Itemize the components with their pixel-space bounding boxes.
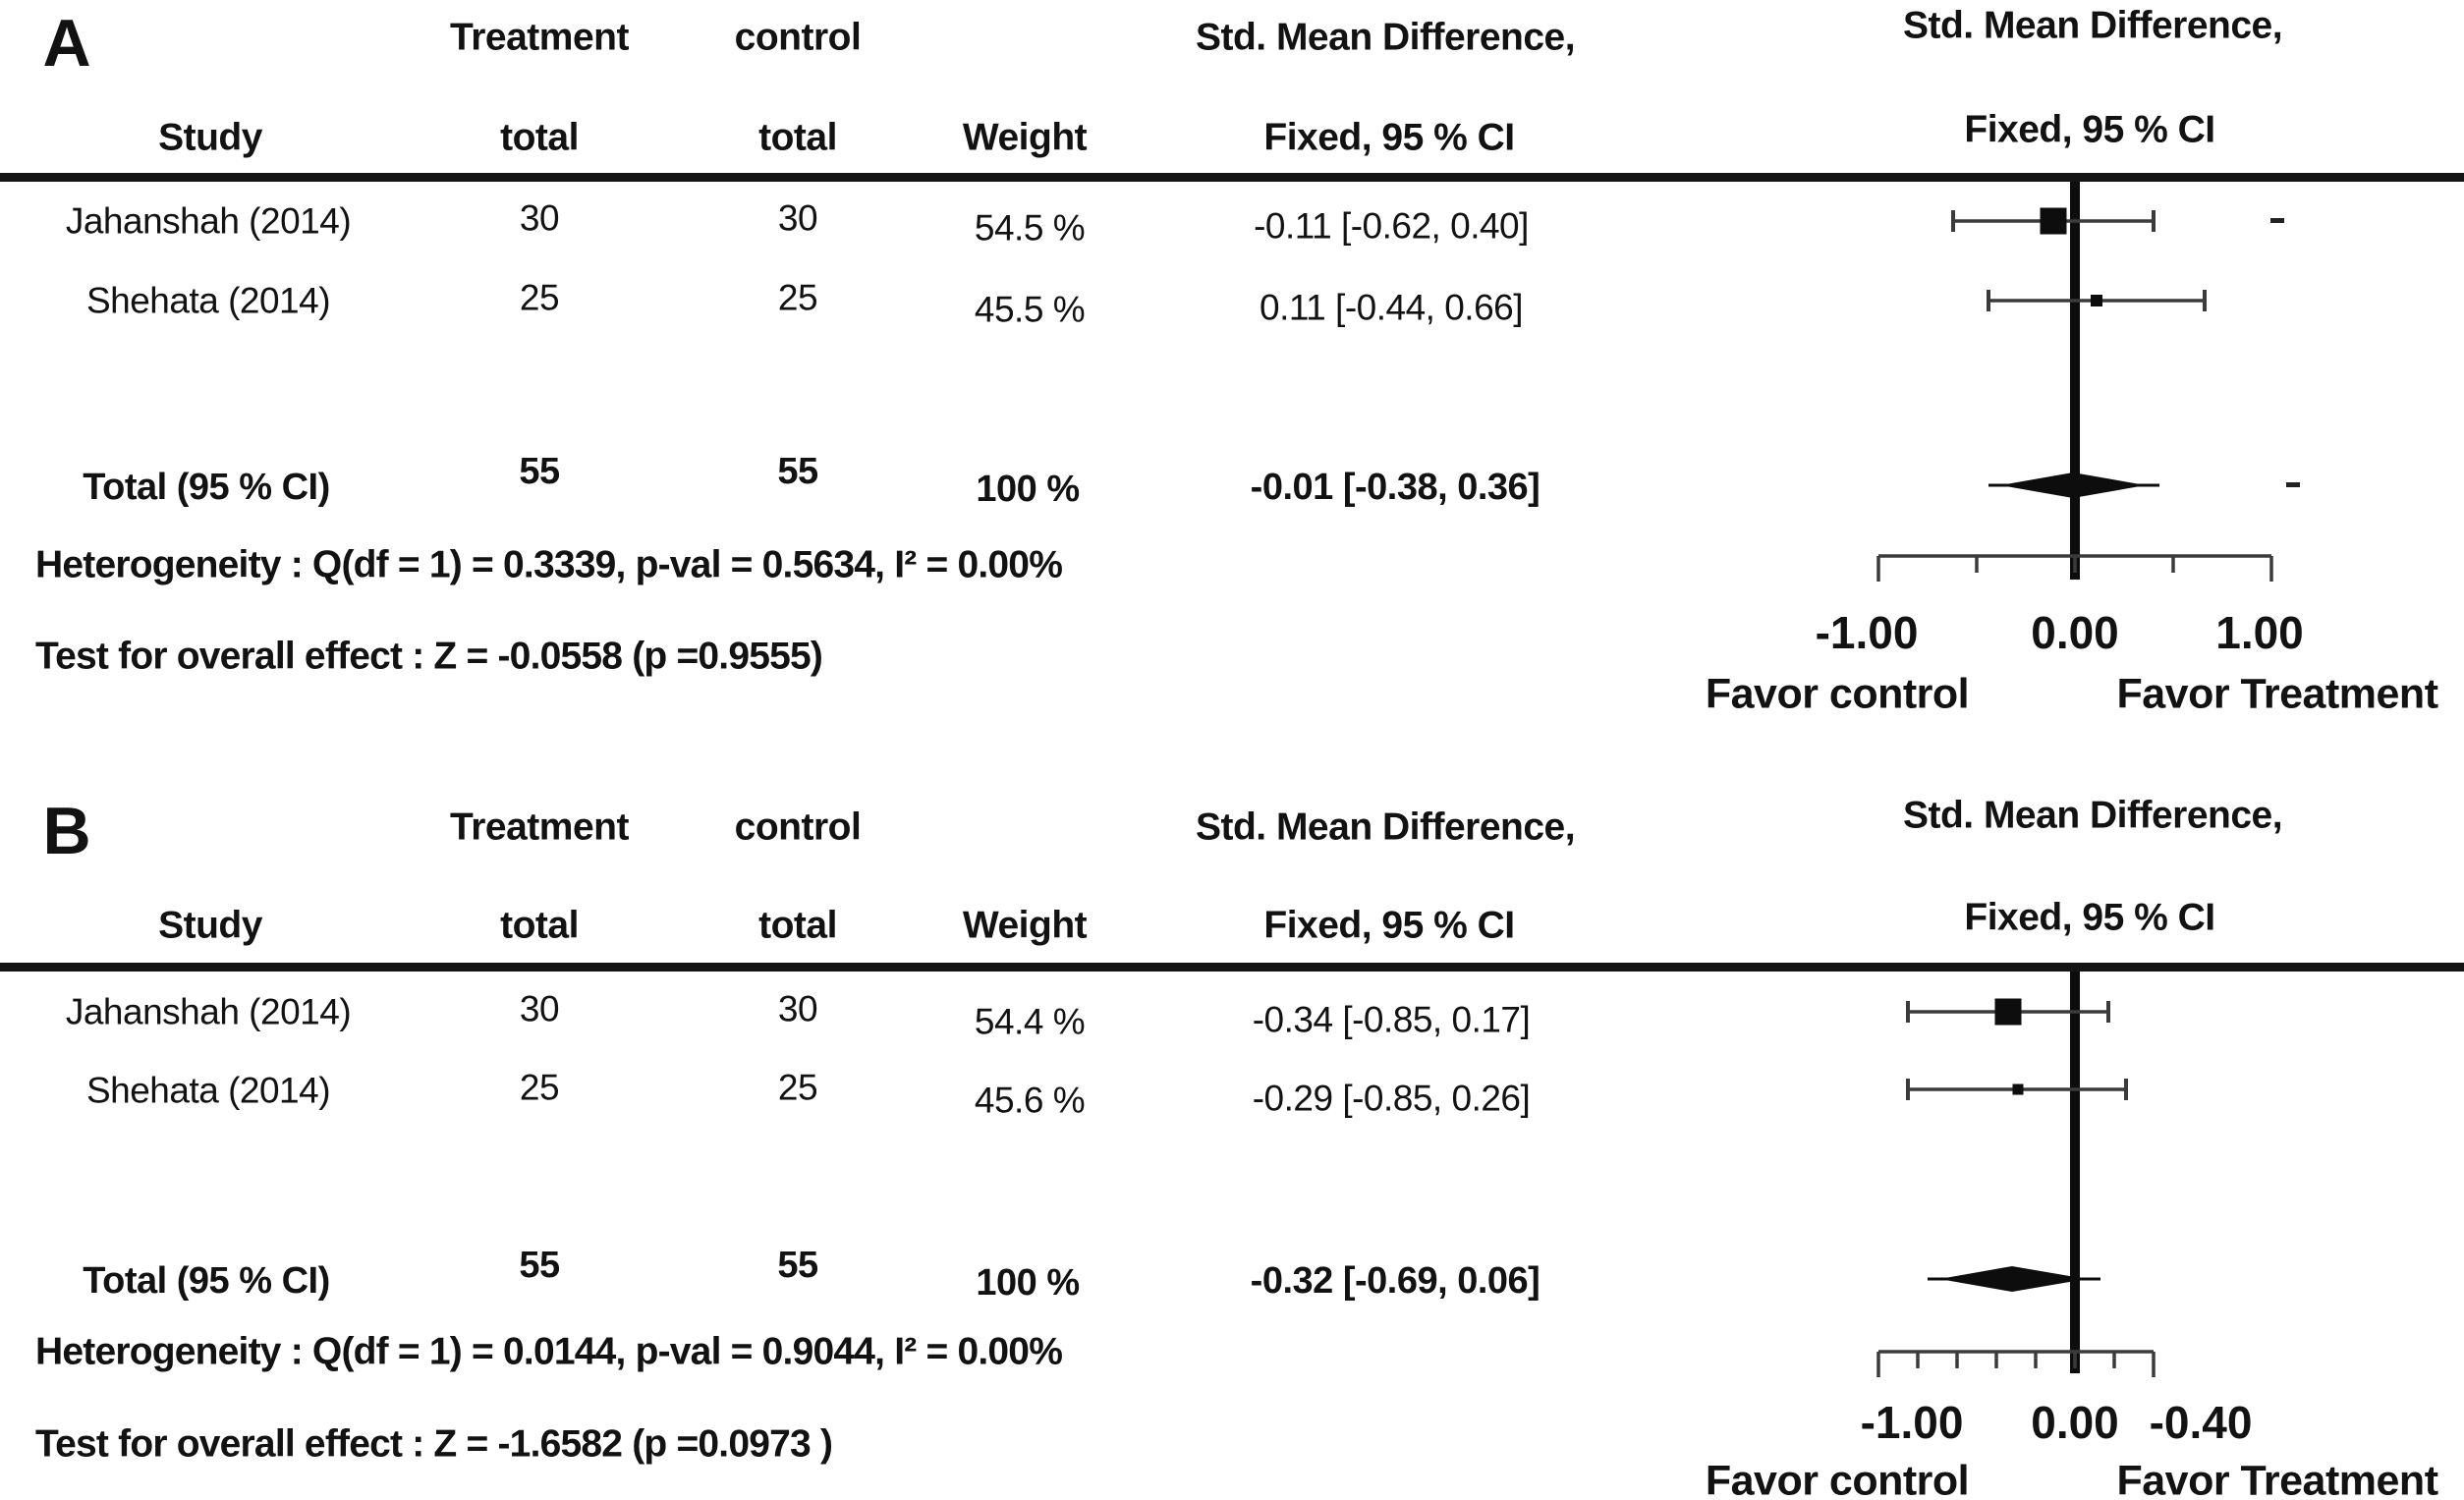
total-weight: 100 % xyxy=(976,1262,1080,1304)
total-label: Total (95 % CI) xyxy=(83,1260,330,1302)
total-ci: -0.01 [-0.38, 0.36] xyxy=(1250,467,1540,508)
pooled-diamond xyxy=(1939,1266,2087,1292)
axis-tick-label: 1.00 xyxy=(2215,607,2304,658)
ci-value: -0.29 [-0.85, 0.26] xyxy=(1252,1078,1531,1119)
ci-value: -0.34 [-0.85, 0.17] xyxy=(1252,999,1531,1040)
col-header-fixed-ci-plot: Fixed, 95 % CI xyxy=(1964,108,2215,151)
zero-line xyxy=(2070,969,2080,1373)
zero-line xyxy=(2070,179,2080,580)
heterogeneity-line: Heterogeneity : Q(df = 1) = 0.0144, p-va… xyxy=(35,1330,1063,1373)
axis-ruler xyxy=(1876,1350,2156,1377)
weight-value: 45.6 % xyxy=(974,1080,1086,1121)
total-control: 55 xyxy=(777,451,818,492)
effect-marker xyxy=(1994,998,2022,1026)
weight-value: 54.5 % xyxy=(974,207,1086,249)
effect-marker xyxy=(2091,295,2102,306)
treatment-total: 25 xyxy=(519,277,560,318)
pooled-diamond xyxy=(2000,472,2146,498)
ci-value: -0.11 [-0.62, 0.40] xyxy=(1254,205,1529,247)
control-total: 25 xyxy=(777,277,818,318)
col-header-weight: Weight xyxy=(962,904,1088,947)
col-header-total-c: total xyxy=(758,904,837,947)
total-control: 55 xyxy=(777,1245,818,1286)
col-header-smd-plot: Std. Mean Difference, xyxy=(1902,794,2283,837)
col-header-treatment: Treatment xyxy=(450,806,629,849)
effect-marker xyxy=(2040,207,2067,235)
col-header-weight: Weight xyxy=(962,116,1088,159)
panel-label: B xyxy=(42,794,91,868)
col-header-total-c: total xyxy=(758,116,837,159)
control-total: 30 xyxy=(777,988,818,1029)
panel-label: A xyxy=(42,6,91,81)
total-treatment: 55 xyxy=(519,451,560,492)
favor-treatment-label: Favor Treatment xyxy=(2116,1457,2438,1500)
total-label: Total (95 % CI) xyxy=(83,467,330,508)
overall-effect-line: Test for overall effect : Z = -1.6582 (p… xyxy=(35,1422,833,1466)
axis-ruler xyxy=(1876,554,2273,582)
axis-tick-label: -1.00 xyxy=(1860,1397,1964,1448)
col-header-smd-plot: Std. Mean Difference, xyxy=(1902,4,2283,47)
favor-control-label: Favor control xyxy=(1705,670,1970,718)
col-header-smd-text: Std. Mean Difference, xyxy=(1195,16,1576,59)
overall-effect-line: Test for overall effect : Z = -0.0558 (p… xyxy=(35,635,823,678)
header-divider xyxy=(0,963,2464,972)
favor-treatment-label: Favor Treatment xyxy=(2116,670,2438,718)
heterogeneity-line: Heterogeneity : Q(df = 1) = 0.3339, p-va… xyxy=(35,543,1063,586)
col-header-control: control xyxy=(734,806,862,849)
axis-tick-label: 0.00 xyxy=(2031,1397,2119,1448)
ci-value: 0.11 [-0.44, 0.66] xyxy=(1259,287,1524,328)
col-header-treatment: Treatment xyxy=(450,16,629,59)
study-name: Shehata (2014) xyxy=(85,1070,331,1111)
col-header-control: control xyxy=(734,16,862,59)
axis-tick-label: -0.40 xyxy=(2149,1397,2253,1448)
col-header-fixed-ci-text: Fixed, 95 % CI xyxy=(1263,904,1515,947)
weight-value: 54.4 % xyxy=(974,1001,1086,1042)
axis-tick-label: 0.00 xyxy=(2031,607,2119,658)
control-total: 30 xyxy=(777,197,818,239)
col-header-study: Study xyxy=(158,116,262,159)
total-treatment: 55 xyxy=(519,1245,560,1286)
study-name: Shehata (2014) xyxy=(85,280,331,321)
control-total: 25 xyxy=(777,1067,818,1108)
treatment-total: 30 xyxy=(519,197,560,239)
col-header-study: Study xyxy=(158,904,262,947)
favor-control-label: Favor control xyxy=(1705,1457,1970,1500)
header-divider xyxy=(0,173,2464,182)
col-header-fixed-ci-text: Fixed, 95 % CI xyxy=(1263,116,1515,159)
col-header-total-t: total xyxy=(500,116,579,159)
weight-value: 45.5 % xyxy=(974,289,1086,330)
axis-tick-label: -1.00 xyxy=(1815,607,1919,658)
total-weight: 100 % xyxy=(976,469,1080,510)
treatment-total: 25 xyxy=(519,1067,560,1108)
total-ci: -0.32 [-0.69, 0.06] xyxy=(1250,1260,1540,1302)
study-name: Jahanshah (2014) xyxy=(65,991,352,1032)
stray-mark xyxy=(2270,218,2284,223)
effect-marker xyxy=(2012,1083,2024,1095)
col-header-total-t: total xyxy=(500,904,579,947)
col-header-fixed-ci-plot: Fixed, 95 % CI xyxy=(1964,896,2215,939)
col-header-smd-text: Std. Mean Difference, xyxy=(1195,806,1576,849)
stray-mark xyxy=(2286,482,2300,487)
study-name: Jahanshah (2014) xyxy=(65,200,352,242)
treatment-total: 30 xyxy=(519,988,560,1029)
